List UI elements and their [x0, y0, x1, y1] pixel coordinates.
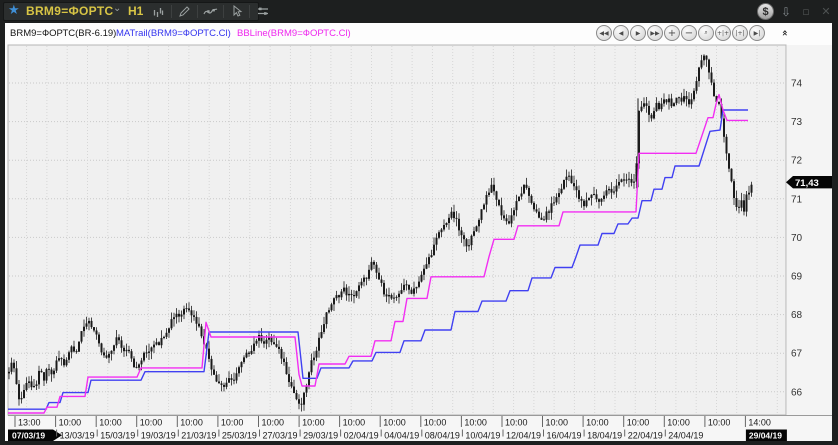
currency-button[interactable]: $ — [757, 3, 774, 20]
legend-bbline-series[interactable]: BBLine(BRM9=ФОРТС.Cl) — [237, 28, 351, 39]
zoom-select-button[interactable]: ⌕ — [698, 25, 714, 41]
instrument-title[interactable]: BRM9=ФОРТС — [26, 4, 114, 18]
svg-text:08/04/19: 08/04/19 — [425, 431, 460, 441]
titlebar-tab-strip — [3, 2, 259, 21]
svg-text:25/03/19: 25/03/19 — [222, 431, 257, 441]
svg-text:16/04/19: 16/04/19 — [547, 431, 582, 441]
window-titlebar: ★ BRM9=ФОРТС ⌄ H1 $ ⇩ ▫ ✕ — [0, 0, 838, 23]
toolbar-separator — [171, 5, 172, 18]
svg-text:72: 72 — [791, 156, 803, 167]
indicator-curve-icon[interactable] — [202, 4, 219, 19]
toolbar-separator — [249, 5, 250, 18]
svg-text:10:00: 10:00 — [221, 418, 244, 428]
svg-text:10:00: 10:00 — [99, 418, 122, 428]
svg-text:67: 67 — [791, 349, 803, 360]
svg-text:10:00: 10:00 — [464, 418, 487, 428]
levels-icon[interactable] — [254, 4, 271, 19]
svg-text:29/03/19: 29/03/19 — [303, 431, 338, 441]
scroll-right-button[interactable]: ▶ — [630, 25, 646, 41]
legend-main-series[interactable]: BRM9=ФОРТС(BR-6.19) — [10, 28, 117, 39]
svg-text:02/04/19: 02/04/19 — [344, 431, 379, 441]
draw-pencil-icon[interactable] — [176, 4, 193, 19]
svg-text:10/04/19: 10/04/19 — [465, 431, 500, 441]
svg-text:22/04/19: 22/04/19 — [628, 431, 663, 441]
svg-text:18/04/19: 18/04/19 — [587, 431, 622, 441]
svg-text:10:00: 10:00 — [586, 418, 609, 428]
svg-text:10:00: 10:00 — [262, 418, 285, 428]
svg-text:04/04/19: 04/04/19 — [384, 431, 419, 441]
svg-text:70: 70 — [791, 233, 803, 244]
chart-panel: BRM9=ФОРТС(BR-6.19) MATrail(BRM9=ФОРТС.C… — [5, 23, 832, 441]
svg-text:10:00: 10:00 — [383, 418, 406, 428]
svg-text:12/04/19: 12/04/19 — [506, 431, 541, 441]
svg-text:10:00: 10:00 — [180, 418, 203, 428]
svg-text:10:00: 10:00 — [546, 418, 569, 428]
svg-text:71: 71 — [791, 194, 803, 205]
candlestick-series — [8, 54, 753, 412]
titlebar-toolbar — [150, 3, 271, 20]
svg-text:10:00: 10:00 — [140, 418, 163, 428]
svg-text:07/03/19: 07/03/19 — [12, 431, 45, 441]
svg-text:10:00: 10:00 — [667, 418, 690, 428]
scroll-right-fast-button[interactable]: ▶▶ — [647, 25, 663, 41]
svg-text:14:00: 14:00 — [748, 418, 771, 428]
chevron-down-icon[interactable]: ⌄ — [113, 3, 122, 14]
go-to-end-button[interactable]: ▶| — [749, 25, 765, 41]
legend-matrail-series[interactable]: MATrail(BRM9=ФОРТС.Cl) — [116, 28, 231, 39]
svg-text:10:00: 10:00 — [424, 418, 447, 428]
cursor-icon[interactable] — [228, 4, 245, 19]
current-price-badge: 71,43 — [786, 176, 832, 189]
svg-text:10:00: 10:00 — [343, 418, 366, 428]
chart-legend-bar: BRM9=ФОРТС(BR-6.19) MATrail(BRM9=ФОРТС.C… — [5, 23, 832, 44]
window-controls: $ ⇩ ▫ ✕ — [757, 2, 834, 21]
svg-text:21/03/19: 21/03/19 — [181, 431, 216, 441]
svg-text:29/04/19: 29/04/19 — [749, 431, 782, 441]
close-button[interactable]: ✕ — [818, 4, 834, 20]
y-axis-strip[interactable] — [787, 45, 832, 415]
y-axis-labels: 74 73 72 71 70 69 68 67 66 — [791, 79, 803, 399]
svg-text:15/03/19: 15/03/19 — [100, 431, 135, 441]
chart-nav-toolbar: ◀◀ ◀ ▶ ▶▶ + − ⌕ +|+ |+| ▶| — [596, 25, 765, 41]
svg-text:10:00: 10:00 — [708, 418, 731, 428]
scroll-left-fast-button[interactable]: ◀◀ — [596, 25, 612, 41]
svg-text:68: 68 — [791, 310, 803, 321]
svg-text:10:00: 10:00 — [59, 418, 82, 428]
svg-text:10:00: 10:00 — [627, 418, 650, 428]
toolbar-separator — [197, 5, 198, 18]
bbline-line — [8, 93, 748, 414]
svg-text:69: 69 — [791, 272, 803, 283]
dock-down-button[interactable]: ⇩ — [778, 4, 794, 20]
svg-text:24/04/19: 24/04/19 — [668, 431, 703, 441]
svg-text:66: 66 — [791, 387, 803, 398]
svg-text:13:00: 13:00 — [18, 418, 41, 428]
svg-text:19/03/19: 19/03/19 — [141, 431, 176, 441]
timeframe-label[interactable]: H1 — [128, 4, 144, 18]
compress-bars-button[interactable]: +|+ — [715, 25, 731, 41]
last-date-badge — [745, 429, 787, 441]
x-axis-strip[interactable] — [8, 416, 832, 441]
collapse-chart-button[interactable]: « — [779, 29, 791, 37]
matrail-line — [8, 109, 748, 410]
x-axis-labels: 13:00 07/03/19 10:00 13/03/19 10:00 15/03/19 1… — [8, 415, 832, 441]
price-chart[interactable]: 74 73 72 71 70 69 68 67 66 13:00 07/03/19 10:00 13/0… — [5, 44, 832, 441]
expand-bars-button[interactable]: |+| — [732, 25, 748, 41]
svg-text:27/03/19: 27/03/19 — [263, 431, 298, 441]
zoom-out-button[interactable]: − — [681, 25, 697, 41]
svg-text:71,43: 71,43 — [795, 178, 819, 189]
svg-text:10:00: 10:00 — [505, 418, 528, 428]
favorite-star-icon[interactable]: ★ — [8, 3, 20, 18]
minimize-button[interactable]: ▫ — [798, 4, 814, 20]
svg-text:10:00: 10:00 — [302, 418, 325, 428]
svg-text:73: 73 — [791, 117, 803, 128]
first-date-badge — [8, 429, 62, 441]
svg-text:74: 74 — [791, 79, 803, 90]
zoom-in-button[interactable]: + — [664, 25, 680, 41]
toolbar-separator — [223, 5, 224, 18]
scroll-left-button[interactable]: ◀ — [613, 25, 629, 41]
bar-interval-icon[interactable] — [150, 4, 167, 19]
svg-text:13/03/19: 13/03/19 — [60, 431, 95, 441]
